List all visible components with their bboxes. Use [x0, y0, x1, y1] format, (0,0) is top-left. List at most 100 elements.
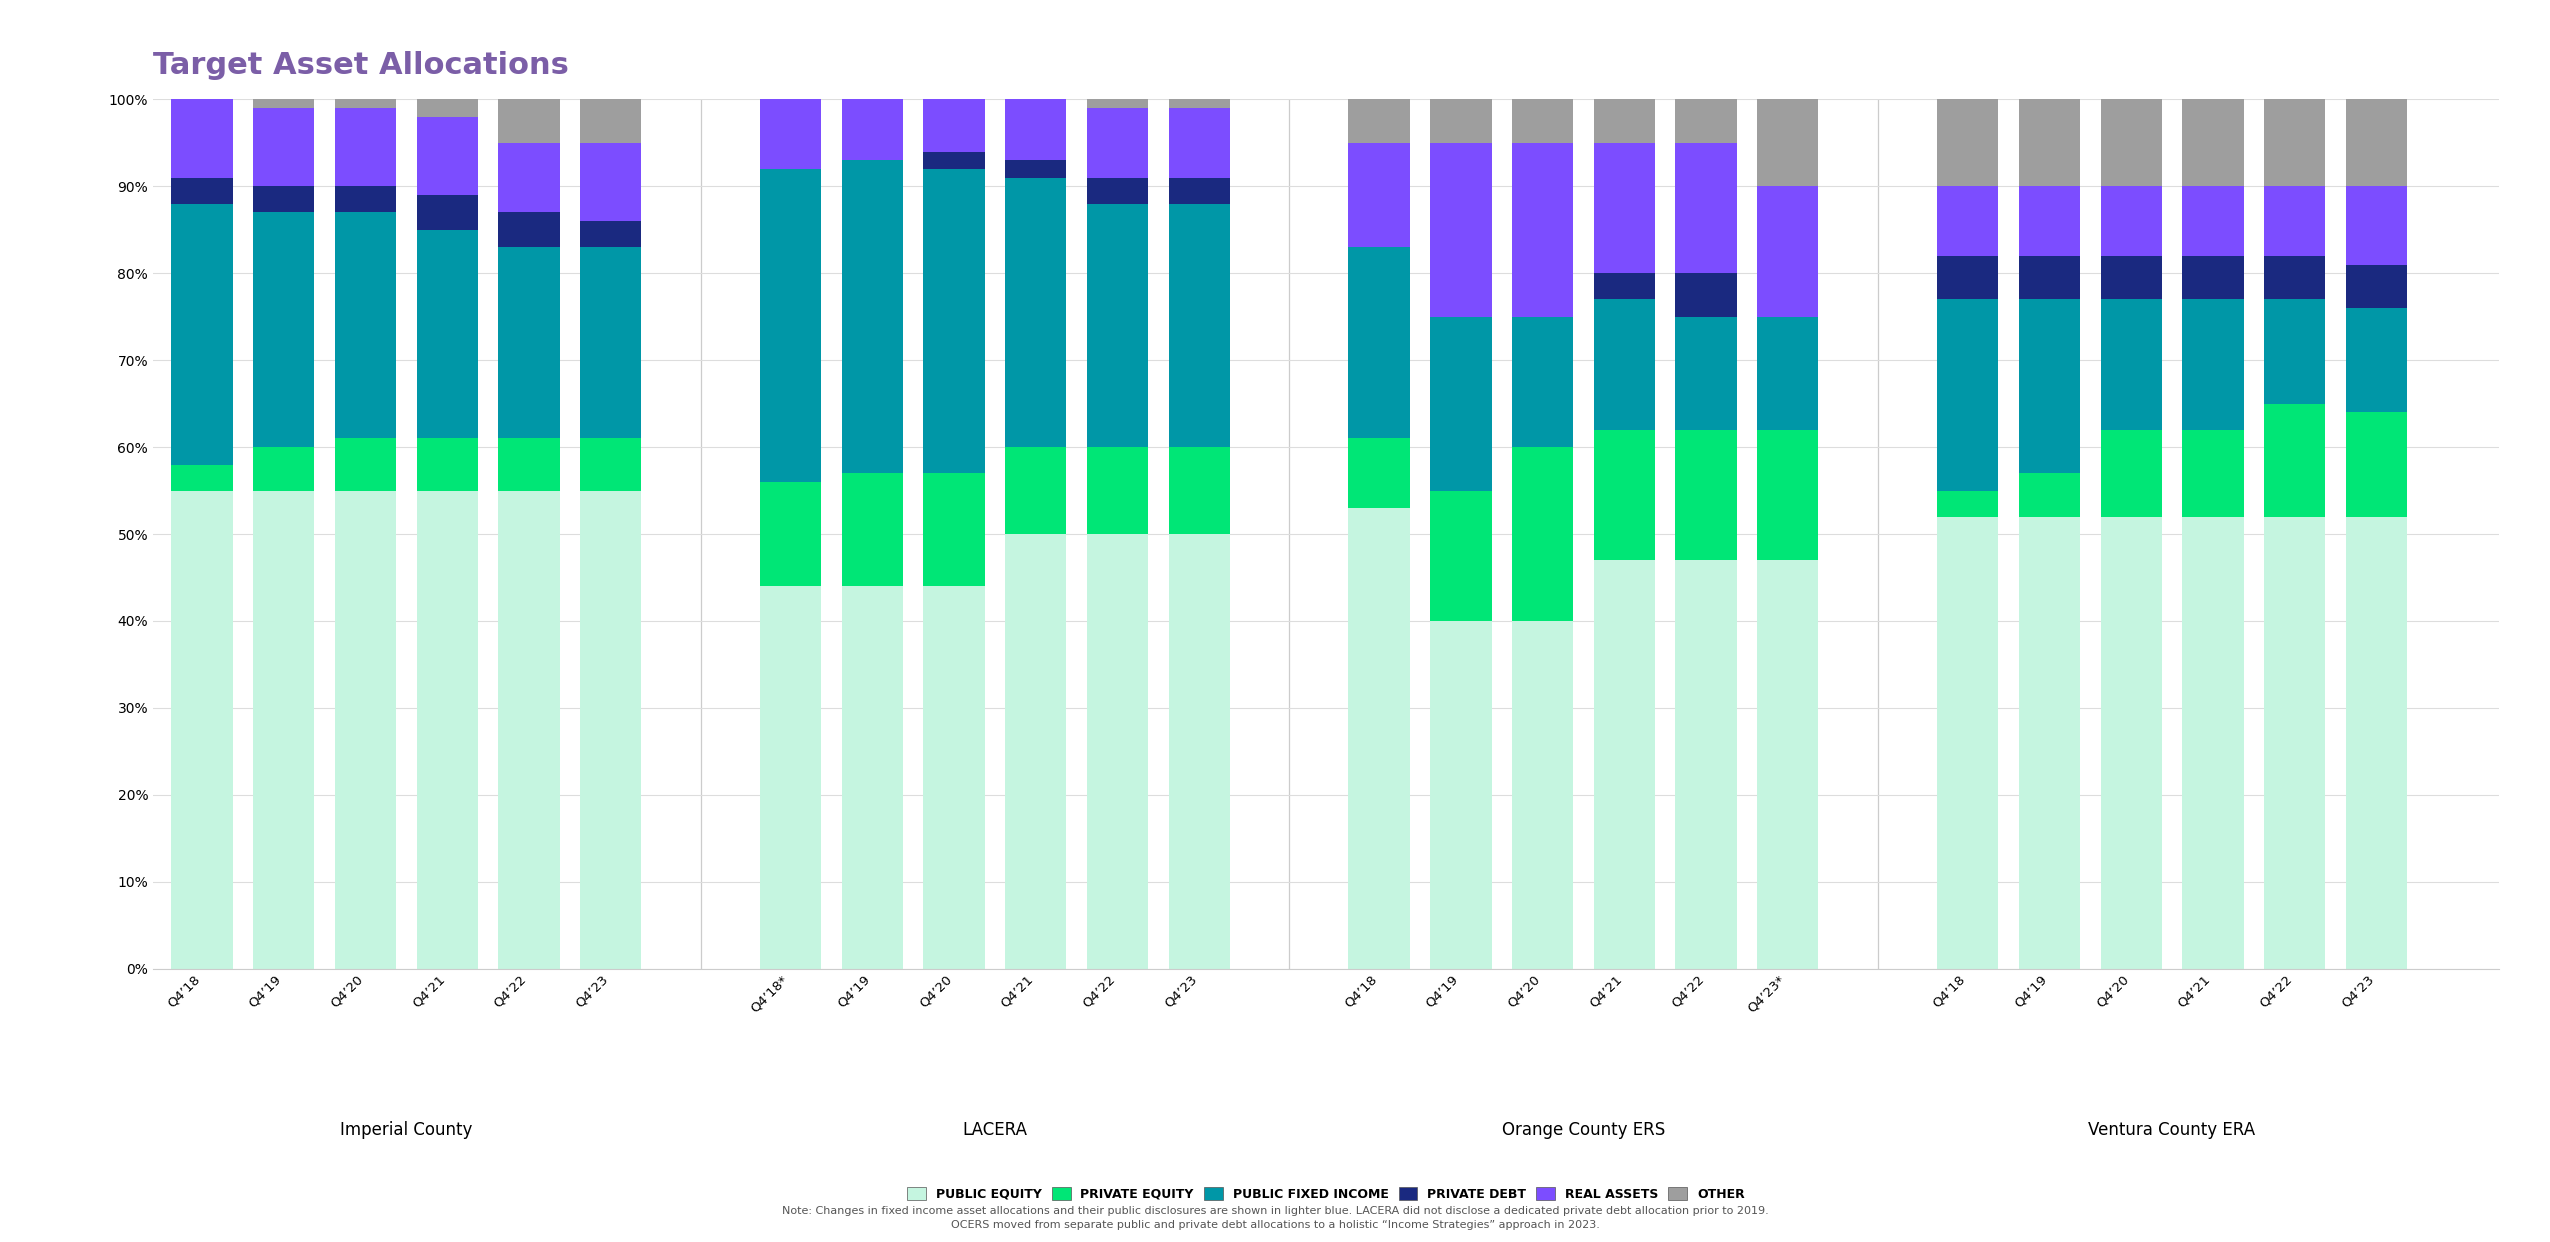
Bar [2183, 186, 2244, 256]
Bar [1938, 299, 1999, 491]
Bar [2264, 299, 2326, 404]
Bar [1349, 508, 1410, 969]
Bar [842, 160, 903, 473]
Bar [1431, 621, 1492, 969]
Bar [1675, 430, 1737, 560]
Text: LACERA: LACERA [961, 1122, 1028, 1139]
Bar [252, 108, 314, 186]
Bar [1675, 317, 1737, 430]
Text: Orange County ERS: Orange County ERS [1502, 1122, 1665, 1139]
Bar [1594, 560, 1655, 969]
Bar [1005, 534, 1066, 969]
Bar [579, 247, 643, 438]
Bar [1675, 143, 1737, 273]
Bar [579, 143, 643, 221]
Bar [923, 169, 984, 473]
Bar [2101, 256, 2162, 299]
Bar [1757, 99, 1818, 186]
Bar [2264, 256, 2326, 299]
Bar [923, 473, 984, 586]
Bar [2101, 99, 2162, 186]
Bar [1005, 178, 1066, 447]
Bar [171, 178, 232, 204]
Bar [334, 212, 395, 438]
Bar [2020, 517, 2081, 969]
Bar [171, 491, 232, 969]
Bar [1512, 621, 1573, 969]
Bar [1512, 143, 1573, 317]
Bar [334, 491, 395, 969]
Text: Note: Changes in fixed income asset allocations and their public disclosures are: Note: Changes in fixed income asset allo… [783, 1206, 1767, 1230]
Bar [1005, 99, 1066, 160]
Bar [252, 447, 314, 491]
Bar [171, 465, 232, 491]
Bar [334, 438, 395, 491]
Bar [1675, 273, 1737, 317]
Bar [1757, 560, 1818, 969]
Bar [252, 212, 314, 447]
Bar [2346, 517, 2407, 969]
Bar [497, 438, 558, 491]
Bar [2264, 517, 2326, 969]
Bar [2183, 299, 2244, 430]
Bar [1086, 534, 1148, 969]
Bar [579, 438, 643, 491]
Bar [1512, 447, 1573, 621]
Bar [1086, 447, 1148, 534]
Bar [2346, 99, 2407, 186]
Bar [171, 99, 232, 178]
Bar [1675, 560, 1737, 969]
Bar [416, 491, 477, 969]
Bar [1005, 447, 1066, 534]
Bar [2183, 99, 2244, 186]
Bar [579, 491, 643, 969]
Bar [1168, 108, 1229, 178]
Bar [1349, 247, 1410, 438]
Bar [1938, 186, 1999, 256]
Bar [1168, 204, 1229, 447]
Bar [1431, 491, 1492, 621]
Bar [579, 221, 643, 247]
Bar [252, 186, 314, 212]
Bar [1938, 256, 1999, 299]
Bar [1938, 99, 1999, 186]
Bar [2346, 186, 2407, 265]
Bar [1594, 143, 1655, 273]
Bar [252, 491, 314, 969]
Bar [2264, 99, 2326, 186]
Bar [497, 491, 558, 969]
Bar [1757, 317, 1818, 430]
Bar [1938, 517, 1999, 969]
Legend: PUBLIC EQUITY, PRIVATE EQUITY, PUBLIC FIXED INCOME, PRIVATE DEBT, REAL ASSETS, O: PUBLIC EQUITY, PRIVATE EQUITY, PUBLIC FI… [903, 1182, 1749, 1206]
Bar [1086, 178, 1148, 204]
Bar [171, 204, 232, 465]
Bar [2183, 256, 2244, 299]
Bar [334, 99, 395, 108]
Bar [2020, 186, 2081, 256]
Bar [1512, 99, 1573, 143]
Bar [2020, 473, 2081, 517]
Bar [497, 99, 558, 143]
Bar [416, 195, 477, 230]
Bar [2020, 299, 2081, 473]
Bar [842, 99, 903, 160]
Bar [1594, 430, 1655, 560]
Bar [1675, 99, 1737, 143]
Bar [579, 99, 643, 143]
Text: Ventura County ERA: Ventura County ERA [2088, 1122, 2257, 1139]
Bar [1938, 491, 1999, 517]
Bar [923, 152, 984, 169]
Bar [842, 473, 903, 586]
Text: Imperial County: Imperial County [339, 1122, 472, 1139]
Bar [334, 108, 395, 186]
Bar [497, 212, 558, 247]
Bar [1431, 317, 1492, 491]
Bar [1512, 317, 1573, 447]
Bar [1757, 430, 1818, 560]
Bar [497, 247, 558, 438]
Bar [252, 99, 314, 108]
Bar [2020, 256, 2081, 299]
Bar [2264, 404, 2326, 517]
Bar [1431, 143, 1492, 317]
Bar [760, 99, 821, 169]
